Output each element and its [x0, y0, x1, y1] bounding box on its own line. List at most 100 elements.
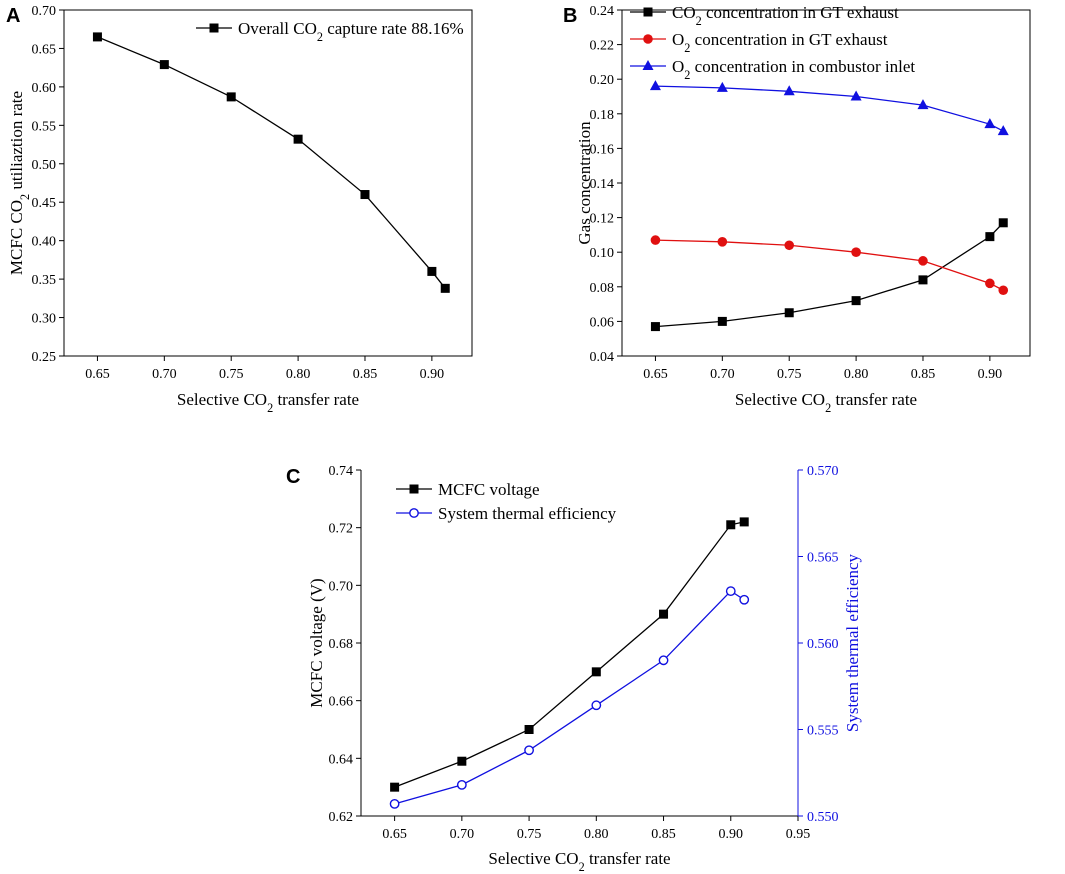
chart-panel-c: C 0.65 0.70 0.75 0.80 0.85 0.90 0.95 0.62 0.64 0.6…	[286, 464, 862, 874]
data-point	[658, 655, 669, 666]
y-tick-label: 0.08	[590, 281, 615, 296]
legend-label: O2 concentration in combustor inlet	[672, 57, 915, 82]
chart-panel-a: A 0.65 0.70 0.75 0.80 0.85 0.90 0.25 0.30 0.35 0.4…	[6, 4, 473, 415]
x-tick-label: 0.70	[710, 367, 735, 382]
data-point	[591, 667, 601, 677]
data-point	[226, 92, 236, 102]
x-tick-label: 0.85	[353, 367, 378, 382]
y2-tick-label: 0.550	[807, 810, 839, 825]
y-tick-label: 0.66	[329, 695, 354, 710]
x-tick-label: 0.70	[450, 827, 475, 842]
series-1	[92, 32, 450, 293]
x-tick-label: 0.90	[420, 367, 445, 382]
x-axis-label: Selective CO2 transfer rate	[735, 390, 917, 415]
y-tick-label: 0.18	[590, 108, 615, 123]
series-2	[389, 586, 750, 809]
data-point	[524, 725, 534, 734]
legend-label: CO2 concentration in GT exhaust	[672, 3, 899, 28]
data-point	[650, 322, 660, 332]
plot-frame	[63, 9, 473, 357]
x-tick-label: 0.85	[911, 367, 936, 382]
series-3	[649, 80, 1009, 136]
x-tick-label: 0.75	[517, 827, 542, 842]
x-tick-label: 0.80	[584, 827, 609, 842]
data-point	[918, 256, 928, 266]
y-tick-label: 0.04	[590, 350, 615, 365]
data-point	[784, 308, 794, 318]
x-tick-label: 0.75	[777, 367, 802, 382]
legend-marker	[209, 23, 219, 33]
data-point	[918, 275, 928, 285]
y-tick-label: 0.70	[32, 4, 57, 19]
y-tick-label: 0.10	[590, 246, 615, 261]
panel-letter-b: B	[563, 5, 577, 27]
series-line	[394, 590, 745, 805]
data-point	[659, 609, 669, 619]
legend-label: MCFC voltage	[438, 480, 540, 499]
series-line	[97, 36, 446, 289]
x-tick-label: 0.70	[152, 367, 177, 382]
y-tick-label: 0.25	[32, 350, 57, 365]
legend-entry: O2 concentration in GT exhaust	[630, 30, 888, 55]
y-tick-label: 0.06	[590, 315, 615, 330]
data-point	[997, 125, 1009, 136]
data-point	[851, 247, 861, 257]
y-tick-label: 0.68	[329, 637, 354, 652]
y-axis-label: MCFC voltage (V)	[307, 578, 326, 707]
legend-entry: CO2 concentration in GT exhaust	[630, 3, 899, 28]
panel-letter-a: A	[6, 5, 20, 27]
data-point	[293, 134, 303, 144]
x-tick-label: 0.75	[219, 367, 244, 382]
data-point	[389, 798, 400, 809]
y-tick-label: 0.55	[32, 119, 57, 134]
series-1	[650, 218, 1008, 332]
y-tick-label: 0.14	[590, 177, 615, 192]
y-tick-label: 0.12	[590, 212, 615, 227]
series-line	[394, 521, 745, 788]
data-point	[998, 285, 1009, 296]
x-tick-label: 0.90	[719, 827, 744, 842]
series-line	[655, 85, 1004, 132]
y-tick-label: 0.16	[590, 142, 615, 157]
legend-marker	[642, 60, 654, 70]
x-tick-label: 0.90	[978, 367, 1003, 382]
data-point	[456, 779, 467, 790]
y-tick-label: 0.64	[329, 752, 354, 767]
data-point	[440, 283, 450, 293]
legend-marker	[409, 508, 419, 518]
data-point	[783, 85, 795, 96]
legend-label: O2 concentration in GT exhaust	[672, 30, 888, 55]
legend-marker	[643, 7, 653, 17]
y2-tick-label: 0.555	[807, 724, 839, 739]
x-tick-label: 0.80	[286, 367, 311, 382]
y2-tick-label: 0.565	[807, 551, 839, 566]
legend-entry: Overall CO2 capture rate 88.16%	[196, 19, 464, 44]
series-1	[390, 517, 749, 792]
data-point	[998, 218, 1008, 228]
legend-marker	[409, 484, 419, 494]
x-axis-label: Selective CO2 transfer rate	[488, 849, 670, 874]
data-point	[457, 756, 467, 766]
y-tick-label: 0.30	[32, 312, 57, 327]
data-point	[390, 782, 400, 792]
data-point	[92, 32, 102, 42]
legend-entry: MCFC voltage	[396, 480, 540, 499]
x-tick-label: 0.95	[786, 827, 811, 842]
data-point	[984, 118, 996, 129]
data-point	[591, 700, 602, 711]
data-point	[716, 81, 728, 92]
y-tick-label: 0.50	[32, 158, 57, 173]
y-tick-label: 0.20	[590, 73, 615, 88]
y-tick-label: 0.45	[32, 196, 57, 211]
legend-entry: System thermal efficiency	[396, 504, 617, 523]
data-point	[524, 745, 534, 756]
y-tick-label: 0.62	[329, 810, 354, 825]
y-axis-label: Gas concentration	[575, 121, 594, 245]
y-tick-label: 0.60	[32, 81, 57, 96]
y2-tick-label: 0.570	[807, 464, 839, 479]
data-point	[851, 296, 861, 306]
y-tick-label: 0.24	[590, 4, 615, 19]
y-tick-label: 0.35	[32, 273, 57, 288]
data-point	[360, 190, 370, 200]
x-tick-label: 0.65	[382, 827, 407, 842]
